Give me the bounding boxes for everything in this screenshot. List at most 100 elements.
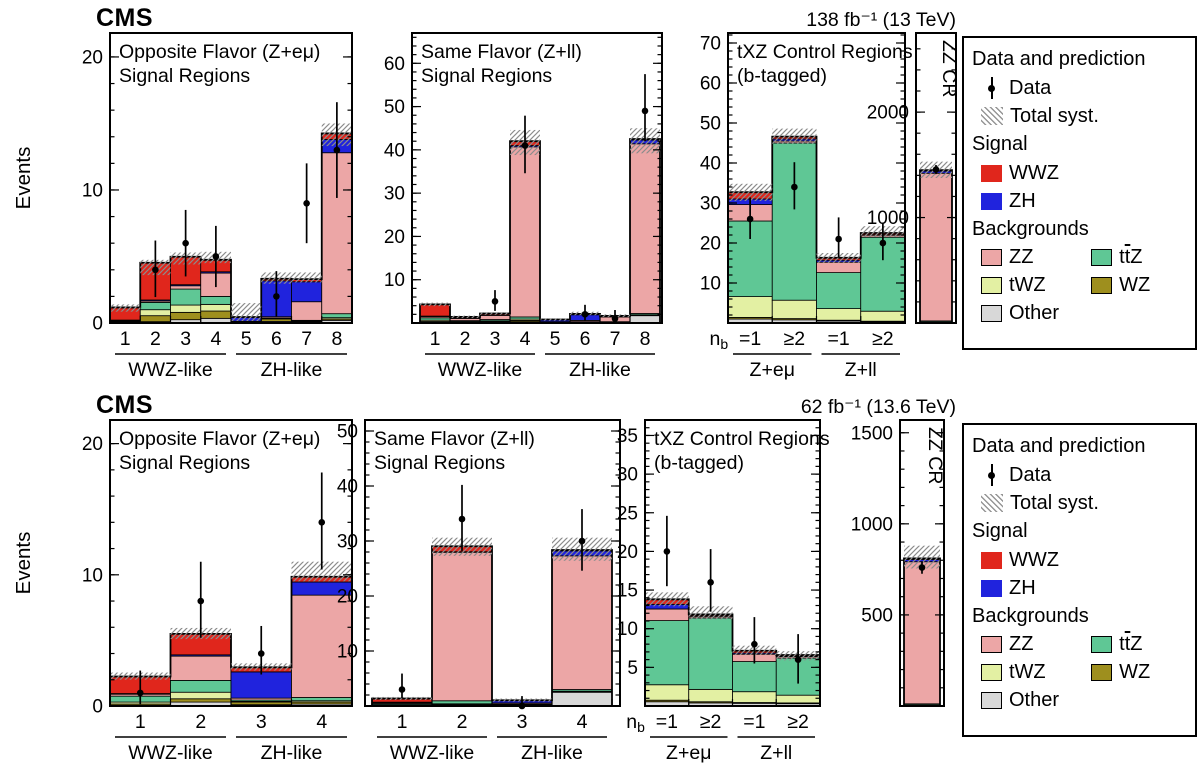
x-bin-label: 4 — [316, 711, 327, 733]
y-tick-label: 0 — [92, 314, 103, 335]
y-tick-label: 50 — [384, 97, 405, 118]
nb-axis-label: nb — [626, 711, 645, 735]
legend-row1: Data and prediction Data Total syst. Sig… — [962, 36, 1197, 350]
total-syst-swatch-icon — [981, 494, 1003, 512]
bar-segment-zz — [629, 143, 661, 314]
y-tick-label: 2000 — [867, 103, 909, 124]
x-bin-label: 2 — [460, 328, 471, 350]
bar-segment-ttz — [688, 617, 733, 690]
x-bin-label: =1 — [739, 328, 761, 350]
twz-swatch-icon — [981, 664, 1002, 681]
panel-title: Signal Regions — [119, 65, 250, 87]
wz-swatch-icon — [1091, 664, 1113, 681]
y-tick-label: 5 — [627, 658, 638, 679]
bar-segment-zz — [291, 301, 323, 321]
x-group-label: ZH-like — [569, 359, 631, 381]
axis-frame — [411, 32, 663, 324]
y-tick-label: 20 — [617, 542, 638, 563]
ttz-swatch-icon — [1091, 249, 1113, 266]
y-tick-label: 10 — [82, 565, 103, 586]
y-tick-label: 1500 — [851, 423, 893, 444]
y-tick-label: 40 — [384, 140, 405, 161]
lumi-label-row1: 138 fb⁻¹ (13 TeV) — [806, 9, 956, 31]
x-bin-label: ≥2 — [700, 711, 722, 733]
x-bin-label: ≥2 — [784, 328, 806, 350]
bar-segment-twz — [860, 310, 906, 322]
y-tick-label: 10 — [337, 642, 358, 663]
x-group-label: Z+eμ — [750, 359, 795, 381]
y-tick-label: 20 — [82, 47, 103, 68]
data-point — [303, 199, 310, 207]
syst-band — [420, 302, 450, 307]
legend-twz-label: tWZ — [1009, 661, 1046, 683]
bar-segment-wz — [139, 315, 171, 323]
bar-segment-zz — [509, 146, 541, 318]
legend-data-label: Data — [1009, 463, 1052, 486]
x-bin-label: 3 — [490, 328, 501, 350]
bar-segment-ttz — [431, 700, 493, 705]
data-point — [641, 107, 649, 115]
data-point — [273, 293, 280, 300]
legend-other-label: Other — [1009, 689, 1060, 711]
x-bin-label: 1 — [135, 711, 146, 733]
y-tick-label: 35 — [617, 426, 638, 447]
x-bin-label: 7 — [610, 328, 621, 350]
data-point — [318, 519, 326, 526]
y-tick-label: 50 — [337, 422, 358, 443]
data-point — [491, 298, 499, 305]
bar-segment-twz — [170, 691, 232, 700]
y-tick-label: 30 — [617, 465, 638, 486]
x-bin-label: =1 — [656, 711, 678, 733]
x-bin-label: 8 — [331, 328, 342, 350]
panel-title: (b-tagged) — [654, 452, 744, 474]
bar-segment-zz — [919, 172, 953, 322]
x-bin-label: 2 — [195, 711, 206, 733]
data-point — [751, 640, 758, 648]
y-tick-label: 20 — [700, 234, 721, 255]
y-tick-label: 0 — [92, 697, 103, 718]
syst-band — [450, 315, 480, 319]
bar-segment-ttz — [644, 620, 690, 686]
bar-segment-other — [551, 691, 613, 707]
data-point — [578, 537, 586, 545]
legend-other-label: Other — [1009, 302, 1060, 324]
x-bin-label: ≥2 — [872, 328, 894, 350]
bar-segment-zz — [170, 285, 202, 290]
bar-segment-twz — [200, 303, 232, 312]
legend-zz-label: ZZ — [1009, 246, 1034, 268]
bar-segment-twz — [727, 296, 773, 318]
x-bin-label: 8 — [640, 328, 651, 350]
data-point — [398, 686, 406, 693]
x-bin-label: 1 — [120, 328, 131, 350]
data-point — [794, 656, 802, 663]
bar-segment-zz — [431, 551, 493, 702]
zz-swatch-icon — [981, 636, 1002, 653]
panel-zz-cr-row2: 500 1000 1500 ZZ CR — [851, 419, 946, 707]
ttz-swatch-icon — [1091, 636, 1113, 653]
y-tick-label: 30 — [384, 184, 405, 205]
x-group-label: Z+ll — [845, 359, 877, 381]
panel-txz-cr-row2: 5 10 15 20 25 30 35 tXZ Control Regions (b-tagge… — [617, 419, 830, 764]
y-tick-label: 30 — [700, 194, 721, 215]
cms-label-row1: CMS — [96, 4, 154, 32]
x-group-label: WWZ-like — [128, 742, 212, 764]
legend-wz-label: WZ — [1119, 274, 1151, 296]
x-bin-label: 6 — [271, 328, 282, 350]
data-marker-icon — [981, 464, 1002, 486]
histogram-svg: 1000 2000 ZZ CR — [867, 32, 960, 324]
data-point — [458, 515, 466, 523]
y-tick-label: 20 — [384, 227, 405, 248]
legend-zz-label: ZZ — [1009, 633, 1034, 655]
legend-signal-header: Signal — [972, 520, 1028, 542]
y-tick-label: 40 — [700, 154, 721, 175]
y-tick-label: 60 — [384, 54, 405, 75]
syst-band — [540, 318, 570, 321]
y-tick-label: 70 — [700, 34, 721, 55]
other-swatch-icon — [981, 305, 1002, 322]
bar-segment-other — [629, 315, 661, 324]
legend-row2: Data and prediction Data Total syst. Sig… — [962, 423, 1197, 737]
x-bin-label: 4 — [210, 328, 221, 350]
panel-zz-cr-row1: 1000 2000 ZZ CR — [867, 32, 960, 324]
x-bin-label: 3 — [256, 711, 267, 733]
y-tick-label: 20 — [82, 434, 103, 455]
